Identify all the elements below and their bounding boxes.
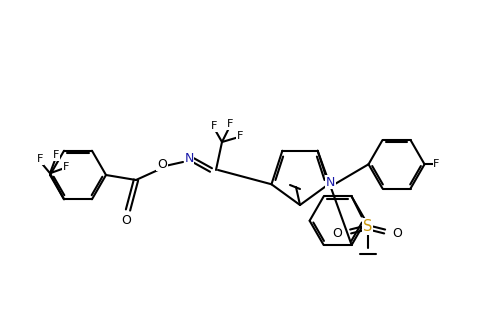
- Text: F: F: [53, 150, 59, 160]
- Text: O: O: [333, 227, 343, 240]
- Text: O: O: [121, 214, 131, 226]
- Text: F: F: [211, 121, 217, 131]
- Text: N: N: [184, 152, 194, 165]
- Text: O: O: [393, 227, 402, 240]
- Text: S: S: [363, 219, 373, 234]
- Text: N: N: [326, 176, 335, 189]
- Text: F: F: [37, 154, 43, 164]
- Text: F: F: [433, 159, 440, 169]
- Text: O: O: [157, 157, 167, 170]
- Text: F: F: [227, 119, 233, 129]
- Text: F: F: [63, 162, 69, 172]
- Text: F: F: [237, 131, 243, 141]
